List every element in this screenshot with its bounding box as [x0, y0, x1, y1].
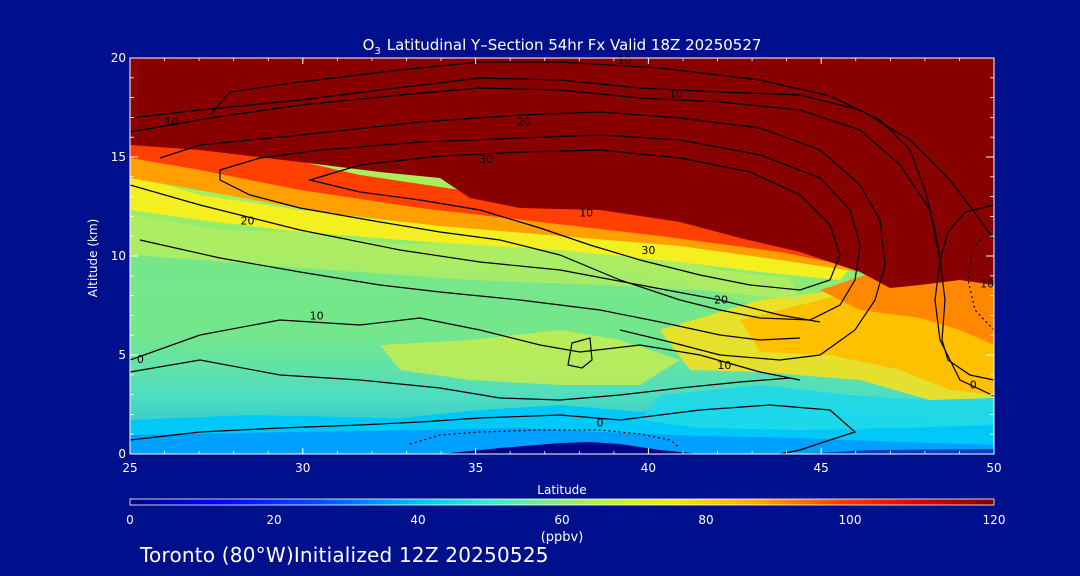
contour-label: 0	[137, 353, 144, 366]
x-tick-label: 30	[295, 461, 310, 475]
contour-label: 20	[241, 214, 255, 227]
contour-label: 10	[164, 115, 178, 128]
footer-caption: Toronto (80°W)Initialized 12Z 20250525	[140, 543, 549, 567]
colorbar-gradient	[129, 498, 995, 506]
title-text: Latitudinal Y–Section 54hr Fx Valid 18Z …	[387, 36, 762, 54]
contour-label: 20	[517, 115, 531, 128]
y-tick-label: 5	[118, 348, 126, 362]
contour-label: 20	[714, 294, 728, 307]
contour-label: 0	[597, 416, 604, 429]
colorbar-tick-label: 120	[983, 513, 1006, 527]
title-subscript: 3	[374, 46, 380, 57]
contour-label: 0	[970, 379, 977, 392]
colorbar-tick-label: 80	[698, 513, 713, 527]
colorbar-tick-label: 40	[410, 513, 425, 527]
y-tick-label: 15	[111, 150, 126, 164]
contour-label: 10	[669, 88, 683, 101]
y-tick-label: 20	[111, 51, 126, 65]
contour-label: 30	[479, 153, 493, 166]
title-species: O	[363, 36, 375, 54]
contour-label: 10	[310, 309, 324, 322]
y-axis-label: Altitude (km)	[86, 219, 100, 298]
contour-labels: 10 10 10 20 30 20 10 30 20 10 10 0 0 0 10	[137, 54, 994, 429]
x-tick-label: 45	[814, 461, 829, 475]
x-axis: 25 30 35 40 45 50	[122, 58, 1002, 475]
chart-title: O3 Latitudinal Y–Section 54hr Fx Valid 18…	[363, 36, 762, 57]
contour-label: 10	[579, 206, 593, 219]
x-tick-label: 40	[641, 461, 656, 475]
x-tick-label: 35	[468, 461, 483, 475]
ozone-field	[130, 58, 994, 454]
colorbar-tick-label: 60	[554, 513, 569, 527]
contour-label: 10	[980, 278, 994, 291]
colorbar-tick-label: 100	[839, 513, 862, 527]
x-tick-label: 50	[986, 461, 1001, 475]
contour-label: 10	[617, 54, 631, 67]
y-tick-label: 10	[111, 249, 126, 263]
contour-label: 30	[641, 244, 655, 257]
y-tick-label: 0	[118, 447, 126, 461]
colorbar-tick-label: 20	[266, 513, 281, 527]
x-tick-label: 25	[122, 461, 137, 475]
colorbar-tick-label: 0	[126, 513, 134, 527]
dotted-contours	[409, 234, 994, 449]
x-axis-label: Latitude	[537, 483, 586, 497]
colorbar-ticks: 0 20 40 60 80 100 120	[126, 513, 1005, 527]
colorbar: 0 20 40 60 80 100 120 (ppbv)	[126, 498, 1005, 545]
contour-lines	[130, 61, 994, 454]
contour-label: 10	[717, 359, 731, 372]
colorbar-unit: (ppbv)	[541, 530, 584, 545]
